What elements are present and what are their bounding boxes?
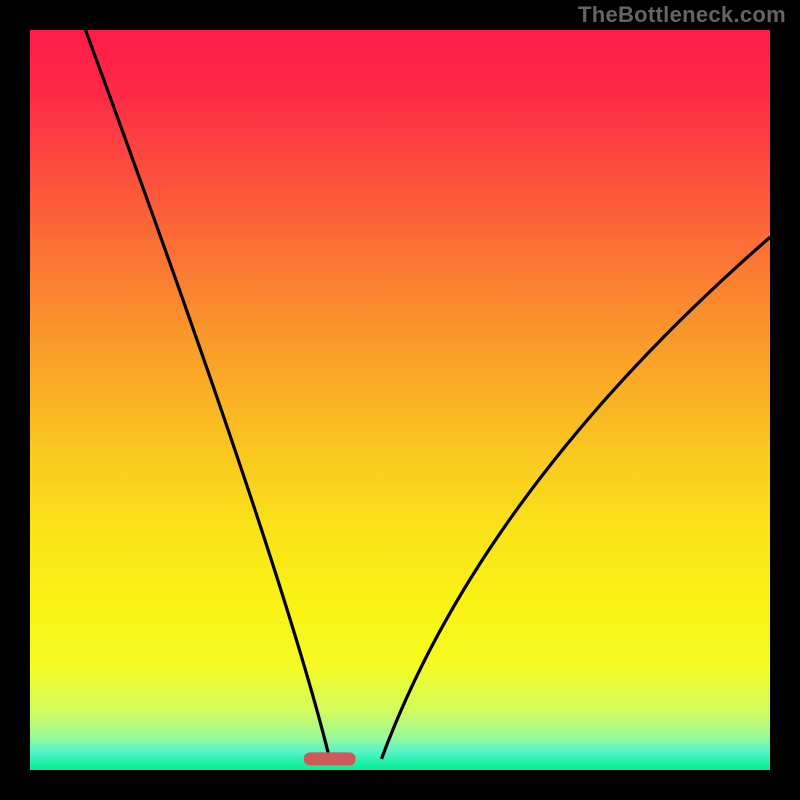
bottleneck-marker [304,752,356,765]
watermark-text: TheBottleneck.com [578,2,786,28]
bottleneck-chart [0,0,800,800]
gradient-backdrop [30,30,770,770]
